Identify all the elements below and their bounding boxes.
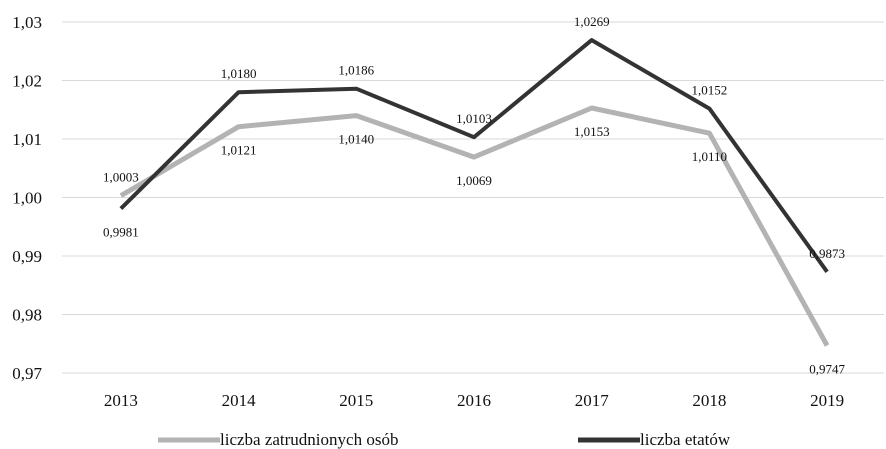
data-label: 0,9981 <box>103 225 139 240</box>
series-line-1 <box>119 38 829 273</box>
data-label: 1,0186 <box>338 63 374 78</box>
series-lines <box>119 38 830 347</box>
y-tick-label: 1,01 <box>12 130 42 149</box>
data-label: 1,0153 <box>574 124 610 139</box>
x-tick-label: 2019 <box>810 391 844 410</box>
data-label: 1,0140 <box>338 132 374 147</box>
y-tick-label: 0,97 <box>12 364 42 383</box>
data-label: 1,0069 <box>456 173 492 188</box>
grid-lines <box>62 21 884 374</box>
y-tick-label: 0,99 <box>12 247 42 266</box>
data-label: 1,0180 <box>221 66 257 81</box>
data-label: 1,0110 <box>692 149 727 164</box>
y-tick-label: 0,98 <box>12 306 42 325</box>
legend-label-employed: liczba zatrudnionych osób <box>220 430 398 449</box>
data-label: 1,0003 <box>103 170 139 185</box>
y-axis-ticks: 0,97 0,98 0,99 1,00 1,01 1,02 1,03 <box>12 13 42 383</box>
x-tick-label: 2018 <box>692 391 726 410</box>
x-tick-label: 2016 <box>457 391 491 410</box>
data-labels: 1,0003 1,0121 1,0140 1,0069 1,0153 1,0110 0,97… <box>103 14 846 376</box>
x-axis-ticks: 2013 2014 2015 2016 2017 2018 2019 <box>104 391 844 410</box>
legend: liczba zatrudnionych osób liczba etatów <box>158 430 731 449</box>
series-line-0 <box>119 105 830 347</box>
y-tick-label: 1,02 <box>12 72 42 91</box>
data-label: 0,9873 <box>809 246 845 261</box>
data-label: 1,0103 <box>456 111 492 126</box>
y-tick-label: 1,00 <box>12 189 42 208</box>
data-label: 1,0152 <box>692 83 728 98</box>
data-label: 0,9747 <box>809 362 845 377</box>
legend-label-fte: liczba etatów <box>640 430 731 449</box>
x-tick-label: 2014 <box>222 391 257 410</box>
y-tick-label: 1,03 <box>12 13 42 32</box>
data-label: 1,0269 <box>574 14 610 29</box>
data-label: 1,0121 <box>221 143 257 158</box>
x-tick-label: 2015 <box>339 391 373 410</box>
x-tick-label: 2013 <box>104 391 138 410</box>
x-tick-label: 2017 <box>575 391 610 410</box>
